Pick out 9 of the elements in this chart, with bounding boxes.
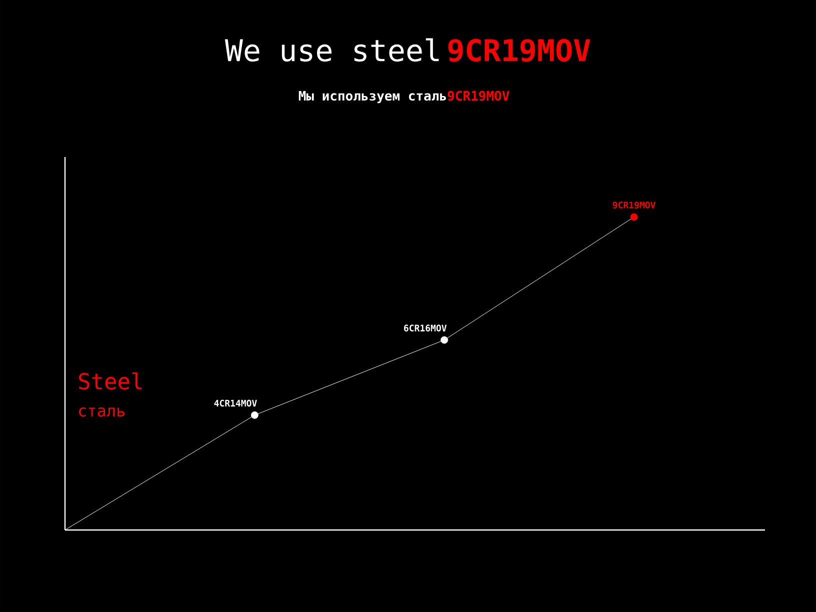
annotation: 4CR14MOV [214,400,257,407]
annotation: 6CR16MOV [404,324,447,332]
chart-subtitle: Мы используем сталь [298,90,446,104]
annotation: сталь [79,407,125,417]
text: 9CR19MOV [448,38,590,62]
chart-title: We use steel [224,38,439,62]
text: 9CR19MOV [448,90,510,101]
text: 9CR19MOV [612,202,656,208]
annotation: Steel [79,372,142,390]
